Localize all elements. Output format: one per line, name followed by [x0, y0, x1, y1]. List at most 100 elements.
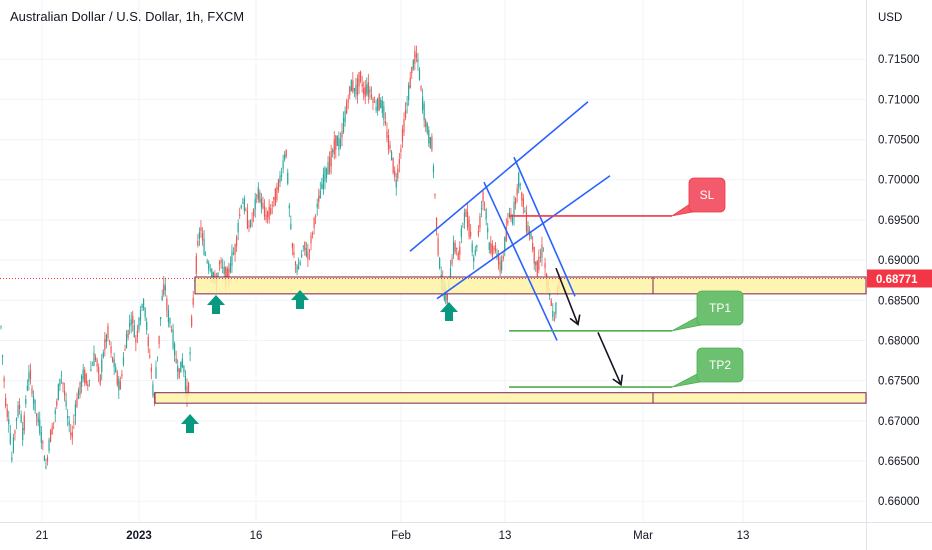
candle-body	[330, 151, 332, 167]
y-tick-label: 0.69000	[878, 255, 920, 267]
candle-body	[437, 238, 439, 256]
candle-body	[108, 340, 111, 342]
candle-body	[71, 432, 73, 438]
candle-body	[499, 261, 501, 272]
tp1-tag	[696, 290, 744, 326]
y-tick-label: 0.71000	[878, 94, 920, 106]
candle-body	[76, 398, 78, 407]
candle-body	[141, 304, 143, 308]
candle-body	[360, 71, 362, 82]
candle-body	[259, 192, 261, 202]
time-axis[interactable]: 21 2023 16 Feb 13 Mar 13	[36, 530, 750, 542]
candle-body	[242, 202, 244, 204]
candle-body	[45, 466, 47, 469]
candle-body	[453, 241, 455, 255]
candle-body	[535, 261, 537, 266]
candle-body	[479, 215, 481, 229]
candle-body	[197, 240, 199, 246]
candle-body	[170, 330, 173, 331]
y-tick-label: 0.71500	[878, 54, 920, 66]
candle-body	[118, 378, 120, 391]
candle-body	[466, 211, 469, 228]
candle-body	[105, 334, 107, 343]
candle-body	[391, 151, 393, 161]
candle-body	[282, 160, 284, 169]
candle-body	[494, 245, 497, 252]
candle-body	[404, 109, 407, 119]
candle-body	[251, 219, 253, 221]
candle-body	[364, 86, 366, 98]
candle-body	[229, 263, 231, 273]
candle-body	[465, 209, 467, 217]
tp2-tag-label: TP2	[709, 358, 731, 372]
candle-body	[172, 329, 174, 349]
candle-body	[116, 372, 118, 385]
candle-body	[318, 195, 320, 203]
candle-body	[369, 89, 371, 93]
candle-body	[143, 299, 145, 308]
candle-body	[260, 198, 262, 208]
candle-body	[400, 148, 402, 152]
candle-body	[37, 417, 39, 423]
candle-body	[167, 309, 169, 323]
candle-body	[325, 168, 328, 179]
candle-body	[184, 376, 187, 391]
candle-body	[155, 367, 157, 379]
candle-body	[253, 209, 255, 216]
candle-body	[189, 352, 191, 355]
candle-body	[222, 266, 224, 268]
candle-body	[305, 248, 307, 257]
candle-body	[361, 83, 363, 87]
candle-body	[166, 298, 168, 311]
candle-body	[451, 258, 453, 265]
candle-body	[60, 375, 63, 377]
candle-body	[77, 390, 80, 400]
x-tick-label: 13	[737, 530, 750, 542]
candle-body	[200, 227, 202, 232]
candle-body	[296, 265, 298, 273]
candle-body	[350, 80, 352, 92]
candle-body	[542, 250, 545, 252]
candle-body	[313, 217, 315, 228]
candle-body	[477, 230, 479, 236]
candle-body	[417, 59, 419, 63]
candle-body	[57, 384, 59, 401]
candle-body	[43, 455, 45, 461]
price-axis[interactable]: 0.71500 0.71000 0.70500 0.70000 0.69500 0.690…	[878, 54, 920, 508]
candle-body	[335, 135, 337, 150]
candle-body	[112, 357, 114, 362]
candle-body	[277, 179, 280, 191]
candle-body	[50, 430, 52, 443]
candle-body	[428, 129, 430, 144]
y-tick-label: 0.66000	[878, 496, 920, 508]
candle-body	[87, 384, 89, 387]
candle-body	[62, 382, 64, 385]
candle-body	[209, 270, 211, 271]
candle-body	[6, 408, 8, 417]
candle-body	[505, 226, 507, 241]
candle-body	[530, 234, 532, 240]
candle-body	[435, 217, 438, 228]
candle-body	[352, 80, 354, 93]
candle-body	[9, 433, 11, 444]
falling-channel-line	[513, 156, 576, 297]
candle-body	[51, 426, 53, 435]
candle-body	[508, 213, 510, 217]
candle-body	[378, 94, 380, 110]
candle-body	[201, 233, 204, 241]
candle-body	[429, 137, 431, 149]
candle-body	[367, 82, 369, 97]
candle-body	[372, 98, 374, 103]
candle-body	[397, 168, 399, 179]
candle-body	[519, 183, 521, 185]
candle-body	[336, 136, 338, 146]
candle-body	[524, 210, 526, 213]
level-tags: SL TP1 TP2	[671, 177, 744, 388]
candle-body	[26, 385, 28, 391]
candle-body	[342, 117, 345, 133]
projection-arrow-line	[597, 332, 622, 385]
candle-body	[129, 323, 131, 327]
candle-body	[237, 223, 239, 233]
